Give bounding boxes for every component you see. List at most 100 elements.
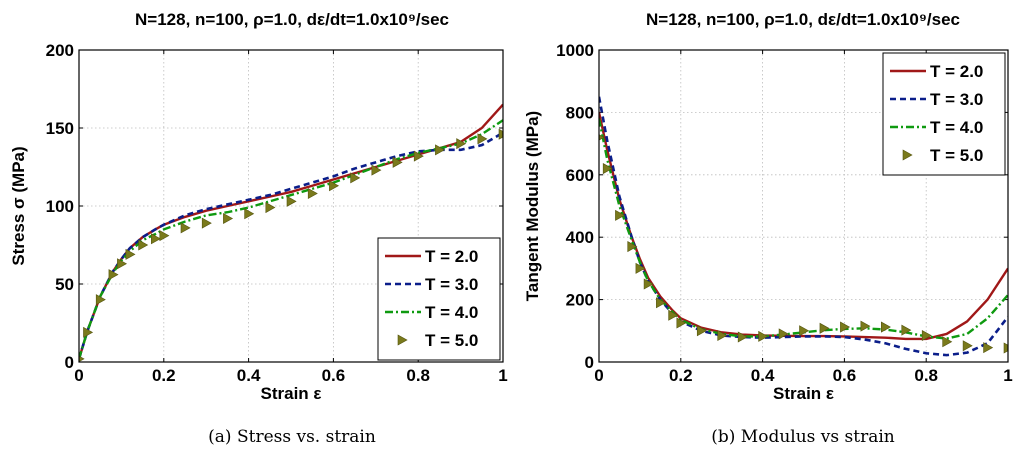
data-point <box>350 172 361 184</box>
data-point <box>921 329 932 341</box>
y-tick-label: 150 <box>46 119 74 138</box>
legend-label: T = 3.0 <box>930 90 983 109</box>
x-tick-label: 0.6 <box>322 366 346 385</box>
data-point <box>758 330 769 342</box>
x-axis-label: Strain ε <box>773 384 834 403</box>
series-t-5-0 <box>79 128 503 362</box>
y-tick-label: 800 <box>566 103 594 122</box>
data-point <box>329 180 340 192</box>
chart-title: N=128, n=100, ρ=1.0, dε/dt=1.0x10⁹/sec <box>646 10 960 29</box>
legend-label: T = 2.0 <box>930 62 983 81</box>
x-tick-label: 0.4 <box>237 366 261 385</box>
data-point <box>901 324 912 336</box>
data-point <box>615 209 626 221</box>
x-tick-label: 0.8 <box>914 366 938 385</box>
x-tick-label: 0 <box>74 366 83 385</box>
x-tick-label: 0.8 <box>406 366 430 385</box>
y-tick-label: 0 <box>65 353 74 372</box>
x-axis-label: Strain ε <box>261 384 322 403</box>
legend-marker <box>397 334 408 346</box>
data-point <box>477 133 488 145</box>
legend-entry: T = 5.0 <box>902 146 983 165</box>
legend-entry: T = 2.0 <box>385 247 478 266</box>
x-tick-label: 1 <box>498 366 507 385</box>
legend-label: T = 2.0 <box>425 247 478 266</box>
data-point <box>1003 342 1008 354</box>
data-point <box>286 195 297 207</box>
data-point <box>371 164 382 176</box>
series-line <box>79 131 503 360</box>
data-point <box>159 230 170 242</box>
legend: T = 2.0 T = 3.0 T = 4.0 T = 5.0 <box>377 237 501 361</box>
legend: T = 2.0 T = 3.0 T = 4.0 T = 5.0 <box>882 52 1006 176</box>
x-tick-label: 0.6 <box>833 366 857 385</box>
legend-label: T = 4.0 <box>425 303 478 322</box>
data-point <box>778 328 789 340</box>
legend-entry: T = 2.0 <box>890 62 983 81</box>
data-point <box>860 320 871 332</box>
x-tick-label: 0 <box>594 366 603 385</box>
y-tick-label: 400 <box>566 228 594 247</box>
legend-label: T = 3.0 <box>425 275 478 294</box>
data-point <box>125 248 136 260</box>
data-point <box>392 156 403 168</box>
y-axis-label: Tangent Modulus (MPa) <box>523 111 542 301</box>
legend-marker <box>902 149 913 161</box>
legend-entry: T = 4.0 <box>385 303 478 322</box>
data-point <box>201 217 212 229</box>
data-point <box>151 233 161 245</box>
legend-entry: T = 3.0 <box>385 275 478 294</box>
y-tick-label: 0 <box>585 353 594 372</box>
data-point <box>676 317 687 329</box>
data-point <box>95 294 106 306</box>
data-point <box>602 163 613 175</box>
data-point <box>696 325 707 337</box>
data-point <box>83 326 94 338</box>
legend-label: T = 5.0 <box>425 331 478 350</box>
data-point <box>635 262 646 274</box>
x-tick-label: 0.4 <box>751 366 775 385</box>
data-point <box>962 340 973 352</box>
data-point <box>180 222 191 234</box>
data-point <box>656 297 666 309</box>
y-tick-label: 600 <box>566 166 594 185</box>
legend-entry: T = 3.0 <box>890 90 983 109</box>
data-point <box>117 258 128 270</box>
data-point <box>244 208 255 220</box>
data-point <box>307 188 318 200</box>
data-point <box>668 309 679 321</box>
x-tick-label: 0.2 <box>152 366 176 385</box>
data-point <box>435 144 446 156</box>
data-point <box>456 138 467 150</box>
figure-caption: (a) Stress vs. strain <box>208 427 376 447</box>
y-axis-label: Stress σ (MPa) <box>9 146 28 265</box>
plot-frame <box>78 49 504 363</box>
data-point <box>819 322 830 334</box>
data-point <box>223 212 234 224</box>
y-tick-label: 200 <box>46 41 74 60</box>
series-t-3-0 <box>79 131 503 360</box>
data-point <box>799 325 810 337</box>
data-point <box>138 239 149 251</box>
data-point <box>881 321 891 333</box>
plot-frame <box>598 49 1009 363</box>
data-point <box>413 150 424 162</box>
data-point <box>737 331 748 343</box>
data-point <box>643 278 654 290</box>
series-t-5-0 <box>599 134 1008 354</box>
data-point <box>840 321 851 333</box>
figure-caption: (b) Modulus vs strain <box>711 427 895 447</box>
data-point <box>108 269 119 281</box>
y-tick-label: 100 <box>46 197 74 216</box>
x-tick-label: 1 <box>1003 366 1012 385</box>
legend-label: T = 5.0 <box>930 146 983 165</box>
x-tick-label: 0.2 <box>669 366 693 385</box>
legend-label: T = 4.0 <box>930 118 983 137</box>
legend-entry: T = 5.0 <box>397 331 478 350</box>
data-point <box>717 329 728 341</box>
legend-entry: T = 4.0 <box>890 118 983 137</box>
data-point <box>942 336 953 348</box>
